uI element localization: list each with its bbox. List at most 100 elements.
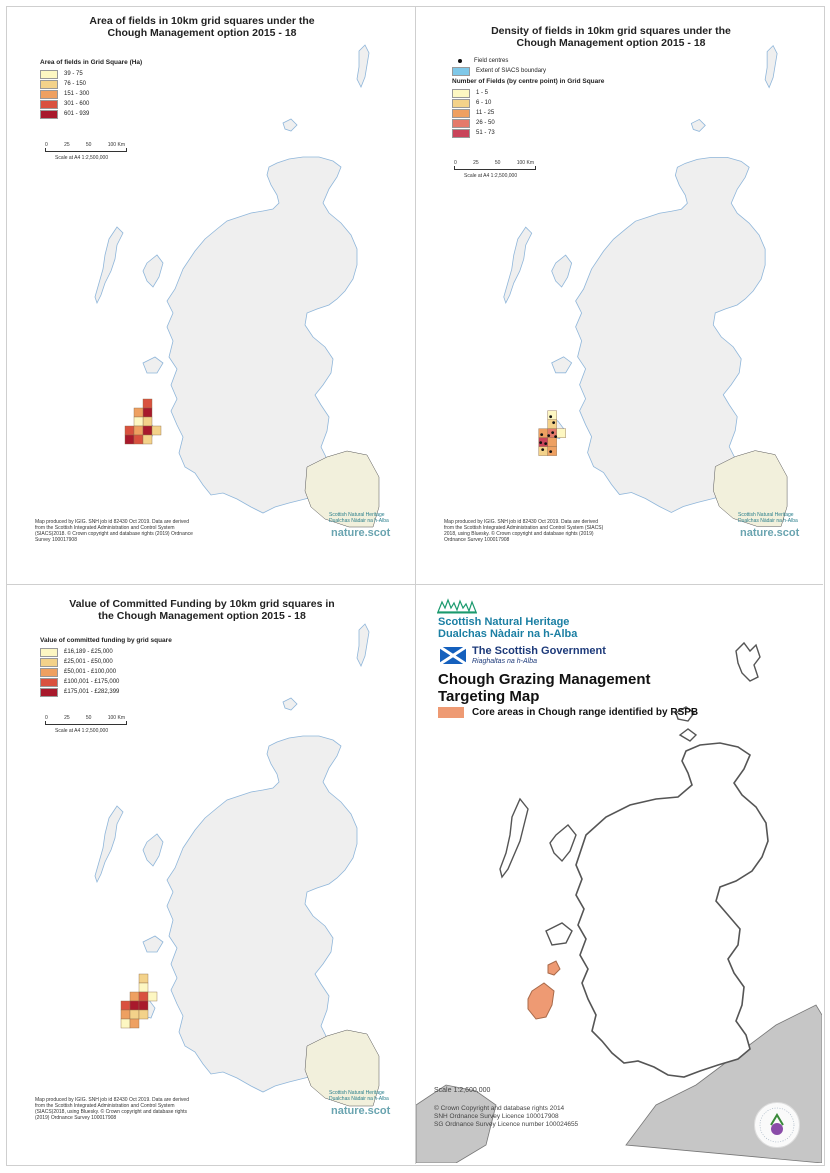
legend-row: £16,189 - £25,000 [40, 647, 172, 657]
scale-tick: 0 [454, 160, 457, 166]
grid-square [133, 416, 144, 427]
field-centre-point [547, 434, 551, 438]
grid-squares [538, 410, 566, 456]
snh-logo-line-2: Dualchas Nàdair na h-Alba [329, 1096, 389, 1102]
england-landmass [304, 1029, 380, 1107]
field-centre-point [540, 433, 544, 437]
grid-square [120, 1009, 131, 1020]
scotland-outline [575, 742, 769, 1078]
scale-tick: 50 [85, 142, 92, 148]
grid-square [133, 425, 144, 436]
snh-logo: Scottish Natural Heritage Dualchas Nàdai… [438, 616, 577, 640]
grid-square [138, 991, 149, 1002]
shetland-islands [735, 641, 761, 682]
legend-swatch [452, 66, 470, 76]
legend-label: 601 - 939 [64, 111, 90, 117]
scale-text: Scale at A4 1:2,500,000 [55, 728, 109, 734]
grid-square [142, 398, 153, 409]
orkney-islands [282, 697, 298, 711]
legend-row: 1 - 5 [452, 88, 604, 98]
legend-rows: 1 - 5 6 - 10 11 - 25 26 - 50 51 - 73 [452, 88, 604, 138]
scotland-outline [416, 641, 822, 1163]
legend-label: Field centres [474, 58, 509, 64]
legend-row: 601 - 939 [40, 109, 142, 119]
scale-tick: 100 Km [516, 160, 534, 166]
grid-square [129, 1000, 140, 1011]
grid-square [556, 428, 566, 438]
field-centre-point [549, 450, 553, 454]
grid-square [151, 425, 162, 436]
field-centre-points [539, 415, 558, 454]
scottish-government-gaelic: Riaghaltas na h-Alba [472, 658, 537, 665]
legend-swatch [40, 79, 58, 89]
outer-hebrides [499, 797, 529, 879]
snh-thistle-logo-icon [437, 598, 477, 614]
scotland-map [94, 44, 380, 528]
legend-swatch [40, 657, 58, 667]
grid-square [129, 991, 140, 1002]
snh-logo: Scottish Natural Heritage Dualchas Nàdai… [329, 1090, 389, 1102]
title-line-2: the Chough Management option 2015 - 18 [98, 610, 306, 622]
grid-square [133, 434, 144, 445]
legend-label: 151 - 300 [64, 91, 90, 97]
orkney-islands [690, 118, 706, 132]
snh-logo: Scottish Natural Heritage Dualchas Nàdai… [738, 512, 798, 524]
grid-squares [124, 398, 162, 445]
shetland-islands [764, 44, 778, 89]
legend-swatch [40, 677, 58, 687]
copyright-line: SG Ordnance Survey Licence number 100024… [434, 1121, 579, 1128]
legend-swatch [40, 667, 58, 677]
grid-square [147, 991, 158, 1002]
legend-label: £25,001 - £50,000 [64, 659, 113, 665]
outer-hebrides [94, 226, 124, 305]
credits-text: Map produced by IGIG. SNH job id 82430 O… [35, 519, 193, 543]
orkney-islands-south [678, 728, 698, 742]
england-area [304, 1029, 380, 1107]
copyright-line: © Crown Copyright and database rights 20… [434, 1105, 565, 1112]
legend-label: 39 - 75 [64, 71, 83, 77]
legend-swatch [452, 108, 470, 118]
legend-swatch [40, 89, 58, 99]
legend: Value of committed funding by grid squar… [40, 637, 172, 697]
legend-row: £100,001 - £175,000 [40, 677, 172, 687]
grid-square [120, 1000, 131, 1011]
isle-of-mull [545, 922, 573, 946]
isle-of-mull [142, 935, 164, 953]
orkney-islands [675, 706, 695, 722]
northern-ireland-landmass [416, 1084, 497, 1163]
shetland-islands [356, 44, 370, 88]
grid-square [547, 419, 557, 429]
naturescot-logo: nature.scot [331, 1105, 391, 1117]
map-title: Area of fields in 10km grid squares unde… [47, 15, 357, 39]
title-line-1: Area of fields in 10km grid squares unde… [89, 15, 315, 27]
legend-label: 11 - 25 [476, 110, 495, 116]
legend-title: Value of committed funding by grid squar… [40, 637, 172, 644]
legend-row: 76 - 150 [40, 79, 142, 89]
naturescot-logo: nature.scot [331, 527, 391, 539]
isle-of-skye [551, 254, 573, 288]
legend-swatch [452, 118, 470, 128]
outer-hebrides [94, 805, 124, 884]
snh-logo-line-2: Dualchas Nàdair na h-Alba [438, 628, 578, 640]
grid-square [547, 446, 557, 456]
funding-map-panel: Value of Committed Funding by 10km grid … [7, 585, 414, 1163]
grid-square [538, 446, 548, 456]
snh-logo-line-1: Scottish Natural Heritage [329, 512, 385, 518]
shetland-islands [356, 623, 370, 667]
scale-text: Scale at A4 1:2,500,000 [464, 173, 518, 179]
snh-logo-line-2: Dualchas Nàdair na h-Alba [738, 518, 798, 524]
point-symbol [458, 59, 462, 63]
scale-tick: 25 [473, 160, 479, 166]
scale-bar: 0 25 50 100 Km Scale at A4 1:2,500,000 [45, 142, 127, 161]
scale-tick: 50 [85, 715, 92, 721]
scale-tick: 50 [494, 160, 501, 166]
grid-square [142, 434, 153, 445]
isle-of-skye [142, 833, 164, 867]
scotland-landmass [503, 44, 778, 513]
copyright-line: SNH Ordnance Survey Licence 100017908 [434, 1113, 559, 1120]
title-line-2: Chough Management option 2015 - 18 [107, 27, 297, 39]
legend-row: 39 - 75 [40, 69, 142, 79]
legend-row: £50,001 - £100,000 [40, 667, 172, 677]
grid-square [547, 437, 557, 447]
legend-swatch [40, 99, 58, 109]
